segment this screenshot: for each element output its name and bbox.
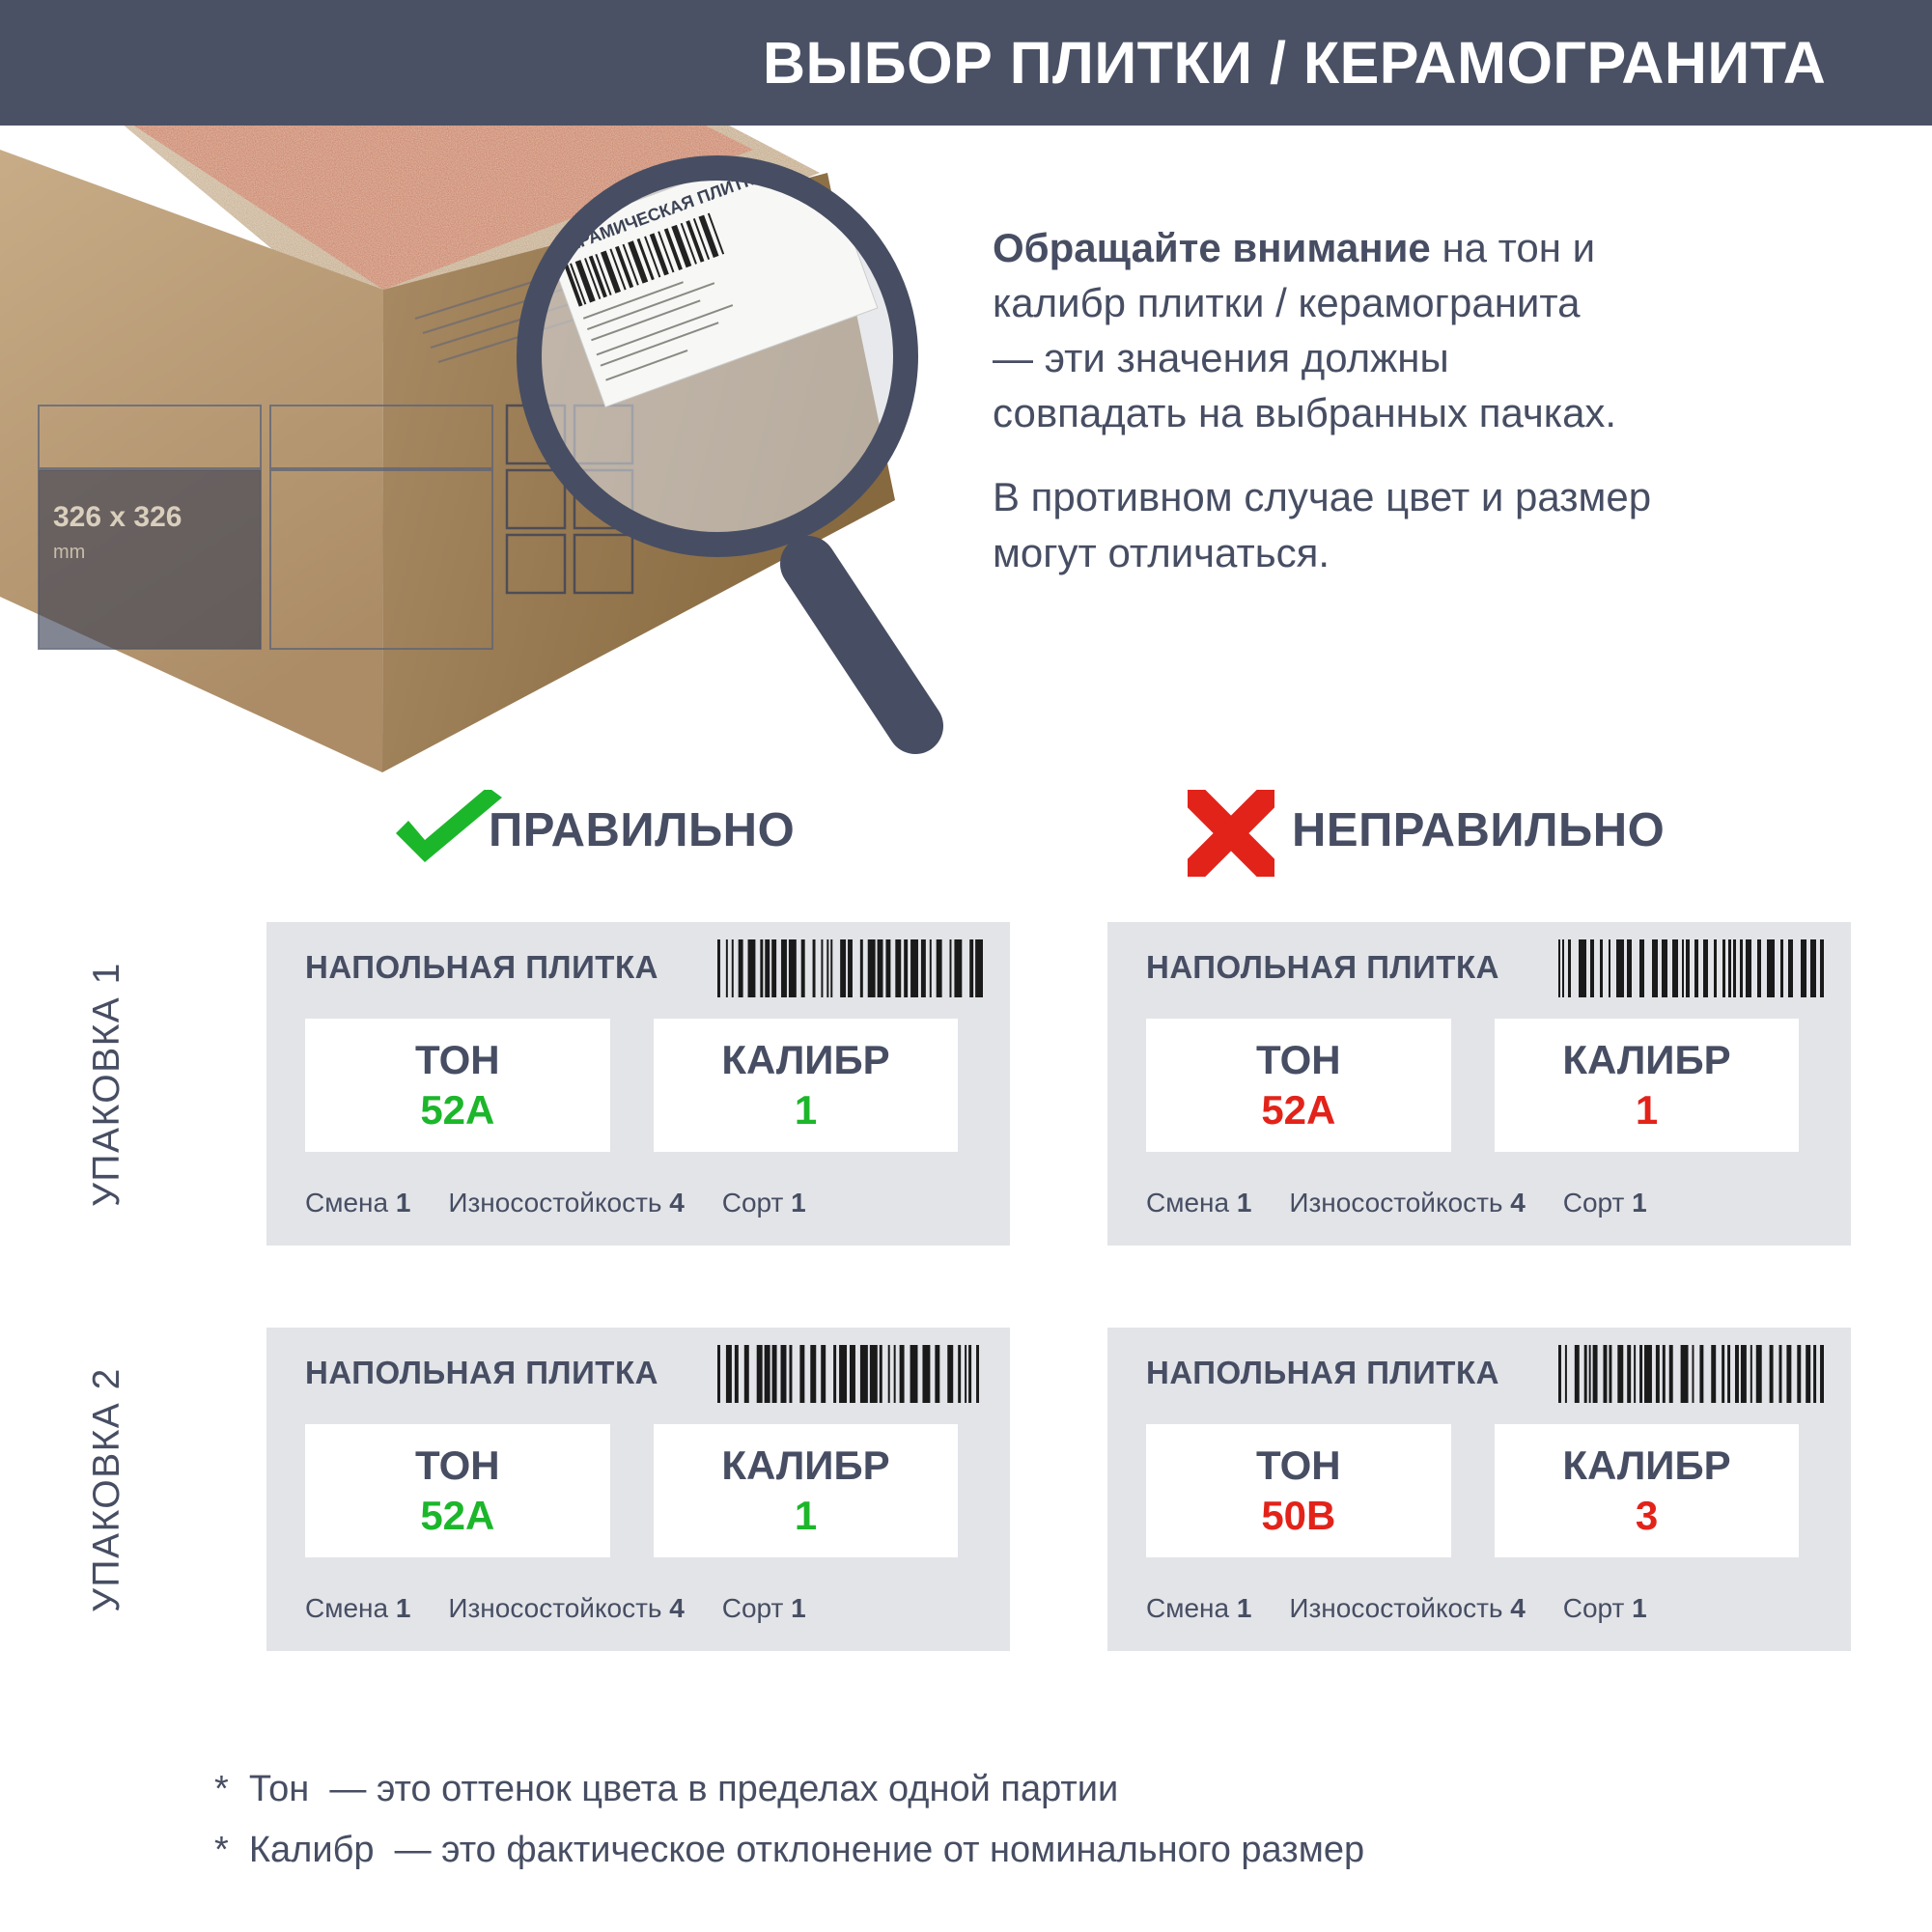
svg-text:326 x 326: 326 x 326 [53, 501, 182, 533]
svg-text:mm: mm [53, 542, 85, 563]
